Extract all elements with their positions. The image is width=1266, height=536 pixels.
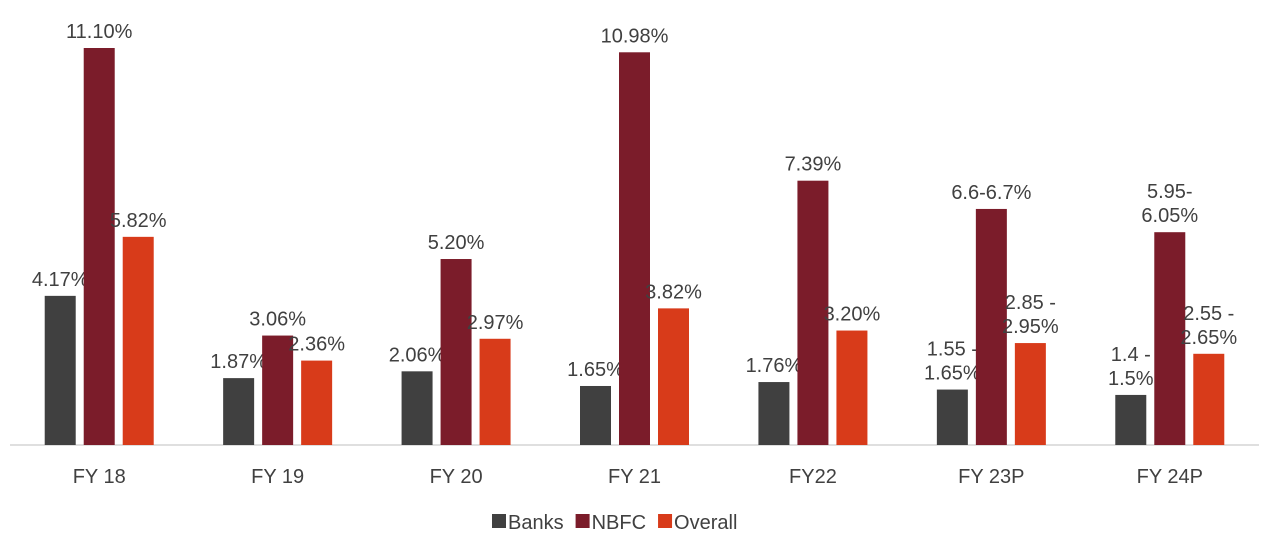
data-label: 1.55 -1.65% [924, 339, 981, 385]
x-tick-label: FY 23P [958, 466, 1024, 488]
data-label: 11.10% [66, 21, 133, 43]
data-label: 10.98% [601, 25, 669, 47]
data-label: 1.76% [746, 355, 803, 377]
data-label: 5.20% [428, 232, 485, 254]
bar [619, 52, 650, 445]
data-label: 3.20% [824, 304, 881, 326]
data-label: 5.82% [110, 210, 167, 232]
bar [580, 385, 611, 445]
bar [479, 338, 511, 445]
bar [658, 308, 689, 445]
bar [122, 236, 154, 445]
legend-swatch [575, 514, 590, 528]
bar [758, 382, 790, 445]
data-label: 1.4 -1.5% [1108, 344, 1154, 390]
data-label: 3.82% [645, 281, 702, 303]
bar [83, 48, 115, 445]
x-tick-label: FY22 [789, 466, 837, 488]
legend-swatch [492, 514, 506, 528]
bar [1193, 353, 1225, 445]
data-label: 2.36% [288, 334, 345, 356]
bar [401, 371, 433, 445]
bar [223, 378, 255, 445]
bar [1154, 232, 1186, 445]
bar [301, 360, 333, 445]
data-label: 1.65% [567, 359, 624, 381]
legend-label: NBFC [592, 512, 646, 534]
legend-label: Banks [508, 512, 564, 534]
x-tick-label: FY 18 [73, 466, 126, 488]
data-label: 7.39% [785, 154, 842, 176]
bar [1014, 343, 1046, 445]
x-tick-label: FY 19 [251, 466, 304, 488]
x-tick-label: FY 24P [1137, 466, 1203, 488]
data-label: 5.95-6.05% [1141, 181, 1198, 227]
bar [936, 389, 968, 445]
legend-label: Overall [674, 512, 737, 534]
data-label: 6.6-6.7% [951, 182, 1031, 204]
data-label: 2.55 -2.65% [1180, 303, 1237, 349]
data-label: 4.17% [32, 269, 89, 291]
bar [797, 180, 829, 446]
data-label: 3.06% [249, 309, 306, 331]
data-label: 2.97% [467, 312, 524, 334]
data-label: 2.85 -2.95% [1002, 292, 1059, 338]
bar [440, 259, 472, 445]
data-label: 1.87% [210, 351, 267, 373]
bar [836, 330, 868, 445]
bar [975, 208, 1007, 445]
legend-swatch [658, 514, 673, 528]
data-label: 2.06% [389, 344, 446, 366]
bar [1115, 394, 1147, 445]
bar [262, 335, 294, 445]
x-tick-label: FY 20 [430, 466, 483, 488]
x-tick-label: FY 21 [608, 466, 661, 488]
bar [44, 295, 76, 445]
